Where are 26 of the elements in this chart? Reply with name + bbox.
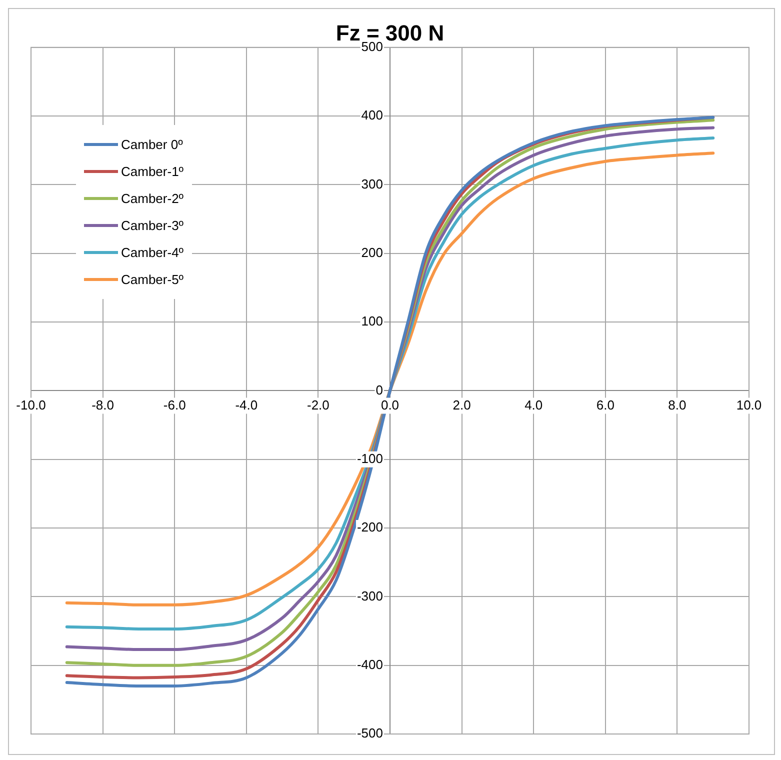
legend-label: Camber 0º — [121, 137, 183, 152]
x-tick-label: 0.0 — [380, 397, 400, 412]
legend-label: Camber-4º — [121, 245, 184, 260]
legend-label: Camber-5º — [121, 272, 184, 288]
x-tick-label: 6.0 — [596, 397, 614, 412]
legend-label: Camber-3º — [121, 218, 184, 234]
legend-label: Camber-2º — [121, 191, 184, 206]
y-tick-label: 300 — [361, 176, 384, 192]
y-tick-label: -300 — [356, 588, 384, 604]
x-tick-label: -6.0 — [163, 397, 186, 412]
x-tick-label: 8.0 — [668, 397, 686, 412]
y-tick-label: -200 — [356, 520, 384, 535]
y-tick-label: -500 — [356, 726, 384, 741]
x-tick-label: 4.0 — [524, 397, 543, 412]
y-tick-label: -400 — [356, 656, 384, 672]
x-tick-label: 10.0 — [736, 397, 762, 412]
y-tick-label: 400 — [361, 108, 384, 123]
x-tick-label: -2.0 — [307, 397, 330, 412]
y-tick-label: 100 — [361, 314, 384, 329]
x-tick-label: -10.0 — [16, 397, 46, 412]
y-tick-label: 0 — [376, 382, 384, 398]
x-tick-label: -4.0 — [235, 397, 258, 412]
legend-label: Camber-1º — [121, 164, 184, 180]
x-tick-label: -8.0 — [92, 397, 114, 412]
y-tick-label: 200 — [361, 244, 384, 260]
x-tick-label: 2.0 — [452, 397, 471, 412]
